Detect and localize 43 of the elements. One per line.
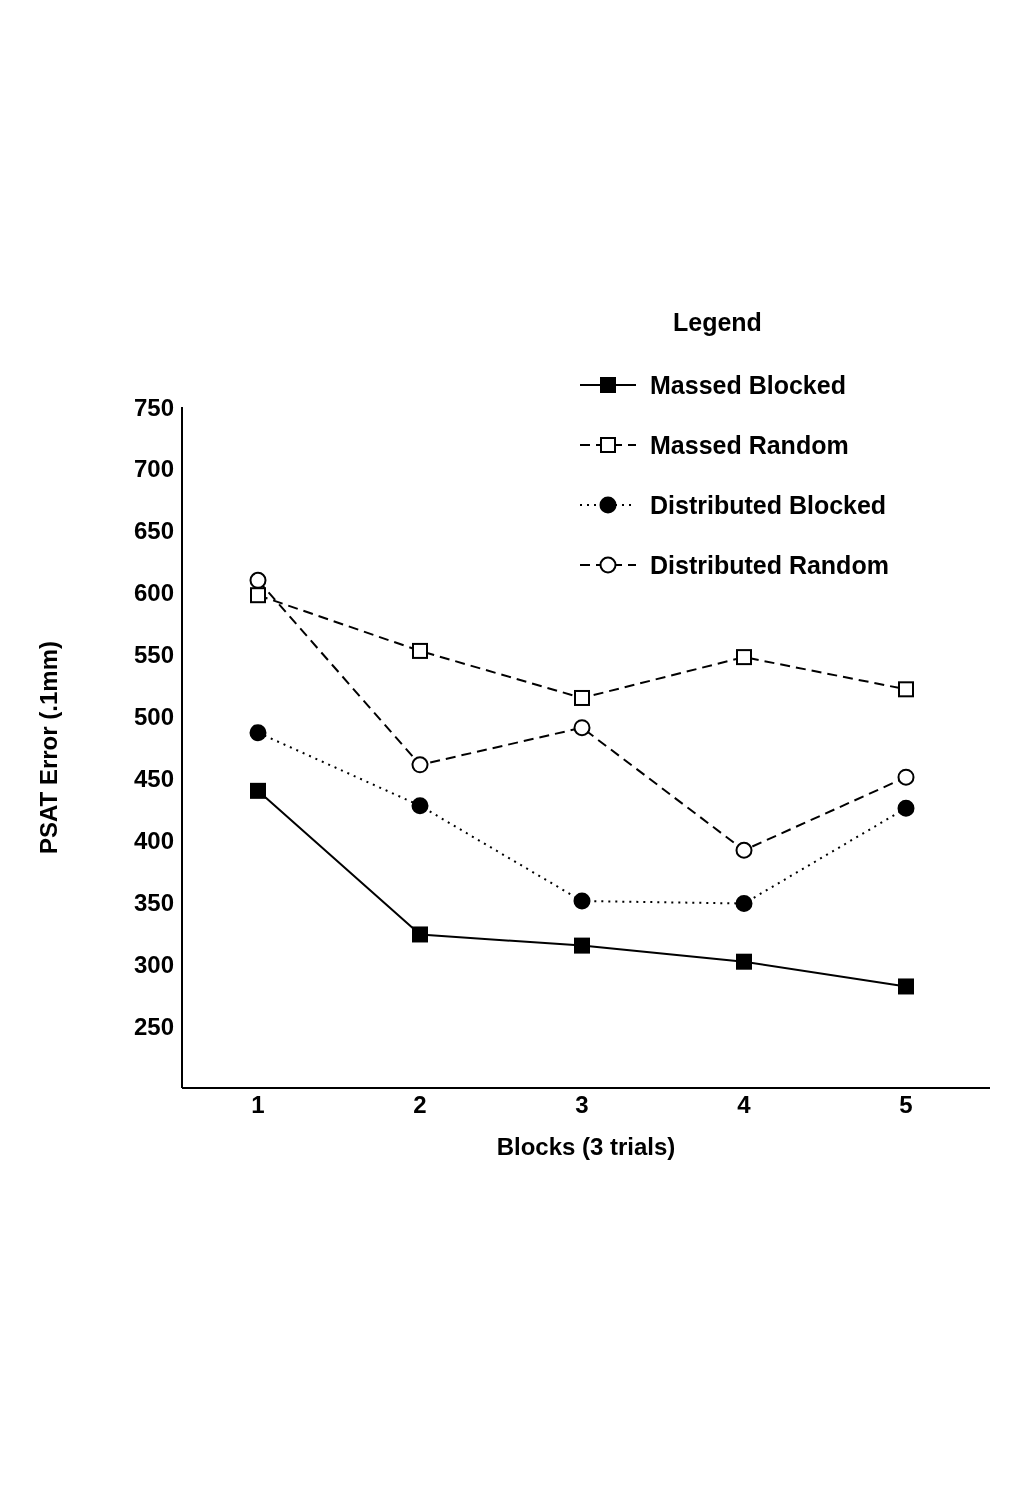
point <box>573 892 591 910</box>
y-tick-label: 600 <box>133 579 174 607</box>
legend-label: Distributed Blocked <box>650 490 887 520</box>
y-tick-label: 300 <box>133 950 174 978</box>
y-axis-title: PSAT Error (.1mm) <box>34 641 62 854</box>
point <box>735 895 753 913</box>
x-tick-label: 4 <box>737 1091 752 1119</box>
point <box>736 953 752 970</box>
y-tick-label: 350 <box>133 888 174 916</box>
point <box>249 571 267 589</box>
point <box>250 587 266 604</box>
point <box>250 782 266 799</box>
y-tick-label: 750 <box>133 393 174 421</box>
legend-label: Distributed Random <box>650 550 889 580</box>
legend-label: Massed Random <box>650 430 849 460</box>
point <box>411 797 429 815</box>
x-axis-title: Blocks (3 trials) <box>496 1133 676 1161</box>
y-tick-label: 500 <box>133 703 174 731</box>
y-tick-label: 450 <box>133 764 174 792</box>
point <box>574 689 590 706</box>
point <box>736 649 752 666</box>
point <box>898 681 914 698</box>
y-tick-label: 550 <box>133 641 174 669</box>
point <box>574 937 590 954</box>
x-tick-label: 1 <box>251 1091 265 1119</box>
y-tick-label: 700 <box>133 455 174 483</box>
point <box>411 756 429 774</box>
x-tick-label: 3 <box>575 1091 589 1119</box>
point <box>573 719 591 737</box>
y-tick-label: 650 <box>133 517 174 545</box>
point <box>249 724 267 742</box>
point <box>897 799 915 817</box>
point <box>412 642 428 659</box>
y-tick-label: 250 <box>133 1012 174 1040</box>
x-tick-label: 5 <box>899 1091 913 1119</box>
x-tick-label: 2 <box>413 1091 427 1119</box>
point <box>897 768 915 786</box>
point <box>898 978 914 995</box>
legend-title: Legend <box>673 308 763 337</box>
legend-label: Massed Blocked <box>650 370 846 400</box>
y-tick-label: 400 <box>133 826 174 854</box>
point <box>735 841 753 859</box>
point <box>412 926 428 943</box>
